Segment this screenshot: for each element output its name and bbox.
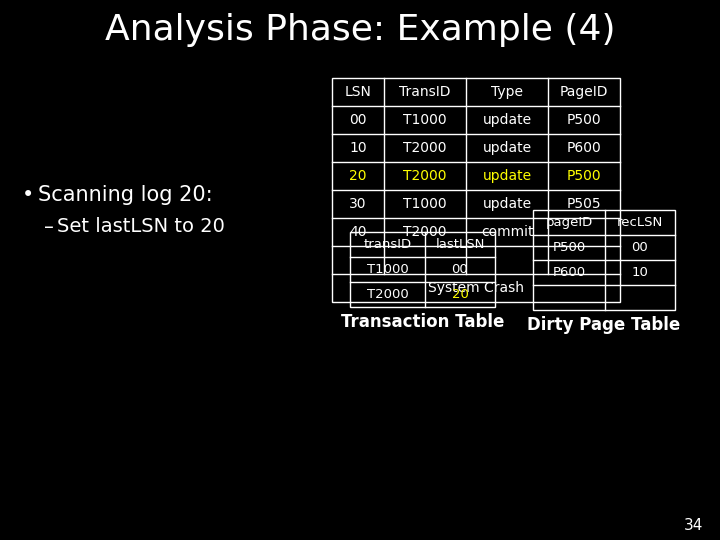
Text: 00: 00: [349, 113, 366, 127]
Text: P600: P600: [552, 266, 585, 279]
Text: T2000: T2000: [403, 225, 446, 239]
Text: update: update: [482, 169, 531, 183]
Text: update: update: [482, 197, 531, 211]
Text: P500: P500: [567, 169, 601, 183]
Text: 30: 30: [349, 197, 366, 211]
Text: lastLSN: lastLSN: [436, 238, 485, 251]
Text: commit: commit: [481, 225, 534, 239]
Text: T2000: T2000: [403, 141, 446, 155]
Text: T2000: T2000: [366, 288, 408, 301]
Text: recLSN: recLSN: [617, 216, 663, 229]
Text: T2000: T2000: [403, 169, 446, 183]
Text: 34: 34: [683, 517, 703, 532]
Text: 40: 40: [349, 225, 366, 239]
Text: 00: 00: [631, 241, 649, 254]
Text: Scanning log 20:: Scanning log 20:: [38, 185, 212, 205]
Text: Dirty Page Table: Dirty Page Table: [527, 316, 680, 334]
Text: Type: Type: [491, 85, 523, 99]
Text: 20: 20: [451, 288, 469, 301]
Text: T1000: T1000: [366, 263, 408, 276]
Text: P500: P500: [567, 113, 601, 127]
Text: Analysis Phase: Example (4): Analysis Phase: Example (4): [104, 13, 616, 47]
Text: P505: P505: [567, 197, 601, 211]
Text: Set lastLSN to 20: Set lastLSN to 20: [57, 218, 225, 237]
Bar: [533, 210, 675, 310]
Text: •: •: [22, 185, 35, 205]
Text: –: –: [44, 218, 54, 237]
Text: LSN: LSN: [345, 85, 372, 99]
Text: update: update: [482, 113, 531, 127]
Text: transID: transID: [364, 238, 412, 251]
Text: T1000: T1000: [403, 113, 447, 127]
Text: 20: 20: [349, 169, 366, 183]
Text: 00: 00: [451, 263, 469, 276]
Text: T1000: T1000: [403, 197, 447, 211]
Text: Transaction Table: Transaction Table: [341, 313, 504, 331]
Bar: [332, 78, 620, 302]
Text: update: update: [482, 141, 531, 155]
Text: P600: P600: [567, 141, 601, 155]
Text: PageID: PageID: [559, 85, 608, 99]
Text: pageID: pageID: [545, 216, 593, 229]
Text: TransID: TransID: [400, 85, 451, 99]
Text: 10: 10: [349, 141, 366, 155]
Text: 10: 10: [631, 266, 649, 279]
Bar: [350, 232, 495, 307]
Text: System Crash: System Crash: [428, 281, 524, 295]
Text: P500: P500: [552, 241, 585, 254]
